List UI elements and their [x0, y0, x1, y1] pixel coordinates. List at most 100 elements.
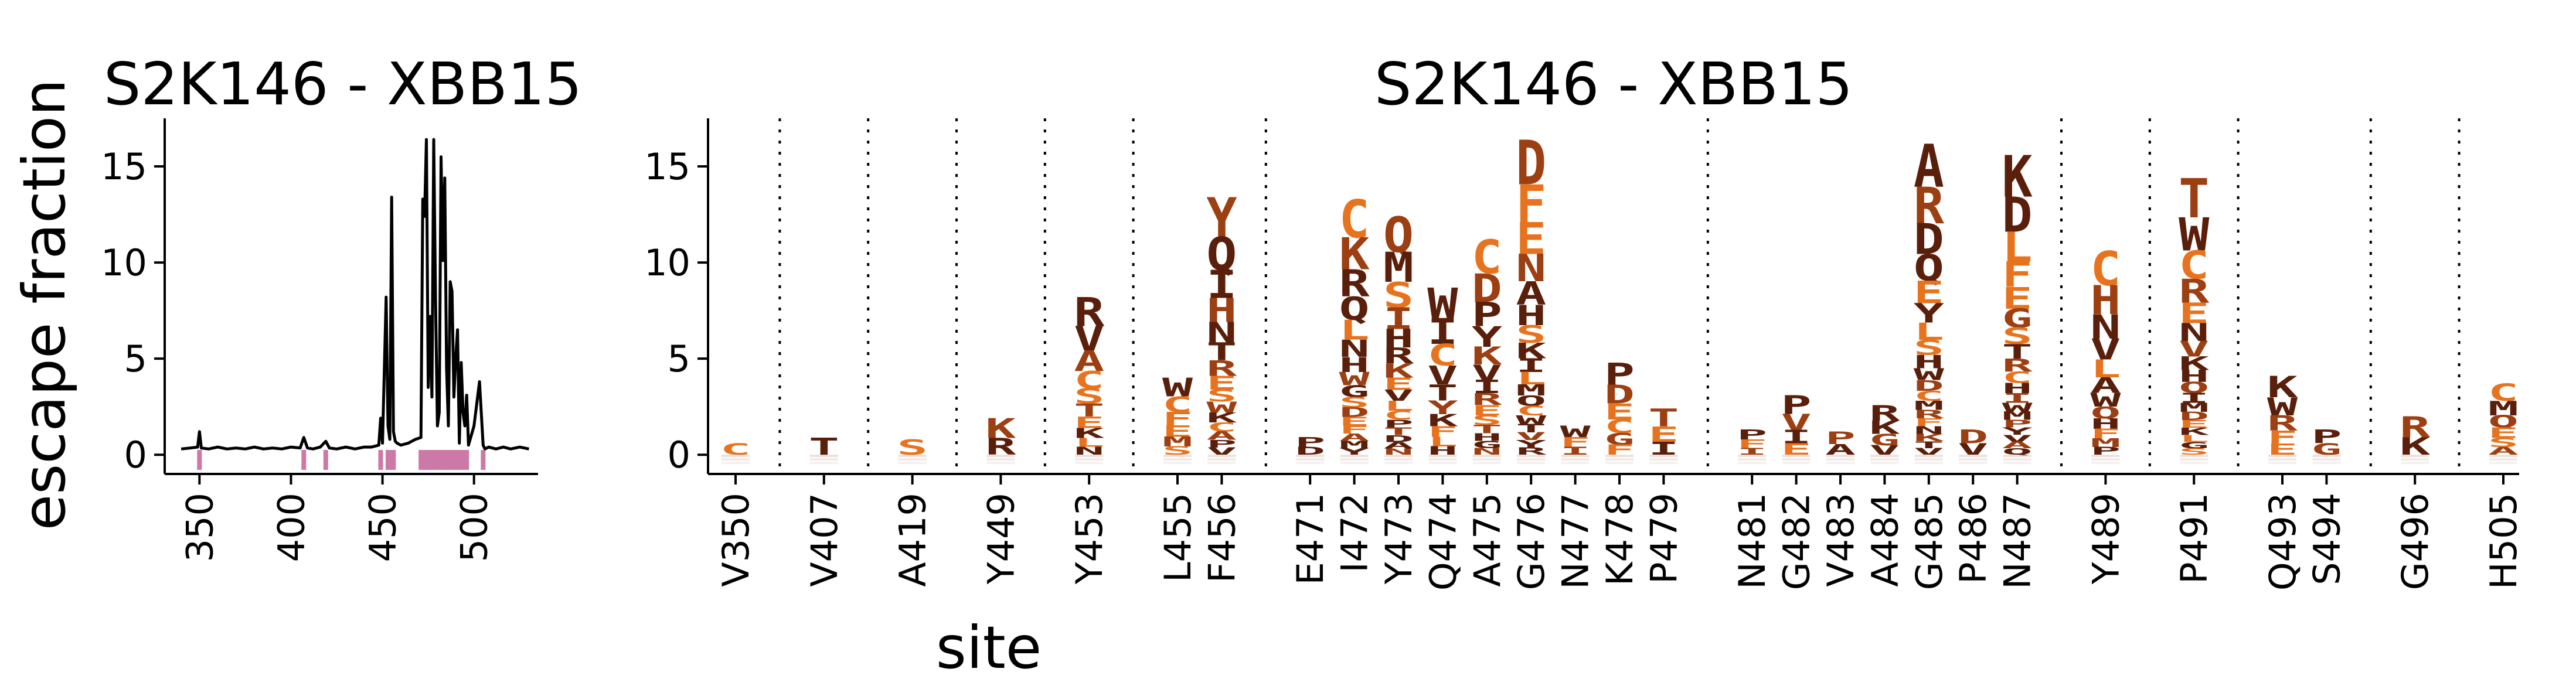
logo-letter: P — [1825, 428, 1856, 448]
logo-letter: T — [1074, 400, 1104, 421]
logo-residual — [2268, 458, 2296, 461]
logo-letter: C — [1516, 403, 1546, 418]
logo-letter: A — [1914, 132, 1944, 201]
logo-residual — [1782, 462, 1811, 465]
logo-letter: P — [1472, 296, 1502, 335]
logo-letter: D — [1472, 266, 1502, 312]
logo-letter: H — [1516, 299, 1546, 332]
logo-residual — [898, 462, 927, 465]
logo-letter: V — [2090, 333, 2121, 366]
logo-residual — [1870, 455, 1899, 458]
site-tick-label: Y473 — [1377, 493, 1420, 585]
logo-letter: N — [1206, 316, 1237, 349]
logo-letter: K — [2267, 370, 2298, 405]
logo-residual — [1340, 458, 1369, 461]
logo-residual — [809, 462, 838, 465]
logo-letter: H — [1427, 444, 1458, 458]
logo-residual — [2003, 455, 2031, 458]
logo-letter: E — [1914, 274, 1944, 311]
logo-letter: I — [2002, 391, 2032, 406]
logo-residual — [2312, 462, 2341, 465]
site-tick-label: S494 — [2305, 493, 2348, 585]
logo-letter: N — [1472, 446, 1502, 457]
logo-letter: T — [2002, 340, 2032, 364]
site-tick-label: N487 — [1996, 493, 2039, 589]
logo-letter: L — [1516, 369, 1546, 389]
logo-letter: I — [1516, 354, 1546, 376]
logo-letter: W — [2179, 209, 2210, 262]
site-tick-label: P479 — [1642, 493, 1685, 584]
logo-letter: K — [1914, 432, 1945, 443]
logo-letter: R — [1383, 343, 1414, 369]
logo-letter: L — [2179, 433, 2209, 444]
logo-letter: K — [1427, 411, 1458, 431]
logo-letter: C — [1604, 416, 1635, 438]
logo-letter: Y — [1206, 187, 1237, 250]
logo-residual — [898, 455, 927, 458]
logo-residual — [1384, 462, 1413, 465]
logo-residual — [1428, 462, 1457, 465]
site-tick-label: Y449 — [979, 493, 1022, 585]
logo-letter: R — [1869, 400, 1900, 425]
logo-letter: M — [1339, 439, 1370, 451]
logo-letter: V — [1074, 320, 1104, 359]
logo-residual — [1340, 455, 1369, 458]
logo-residual — [1075, 462, 1104, 465]
logo-letter: R — [2400, 411, 2431, 444]
logo-letter: I — [1472, 377, 1502, 398]
logo-letter: H — [1339, 353, 1369, 377]
logo-residual — [2268, 462, 2296, 465]
logo-letter: S — [2488, 435, 2519, 450]
logo-residual — [1914, 455, 1943, 458]
logo-letter: P — [1737, 427, 1767, 443]
x-tick-label: 400 — [270, 493, 312, 562]
logo-residual — [1075, 455, 1104, 458]
logo-letter: D — [1914, 377, 1944, 394]
logo-letter: C — [1074, 366, 1104, 394]
logo-letter: Y — [1914, 298, 1945, 329]
logo-letter: K — [1339, 229, 1369, 280]
logo-letter: Q — [1339, 291, 1370, 327]
logo-residual — [1826, 458, 1854, 461]
site-tick-label: A419 — [891, 493, 934, 587]
logo-letter: W — [1560, 423, 1591, 441]
logo-residual — [2312, 458, 2341, 461]
logo-residual — [2091, 455, 2120, 458]
highlight-marker-350 — [197, 450, 202, 470]
logo-residual — [1782, 455, 1811, 458]
logo-letter: E — [1472, 402, 1502, 419]
logo-chart-title: S2K146 - XBB15 — [1374, 50, 1853, 118]
logo-residual — [986, 455, 1015, 458]
site-tick-label: V483 — [1819, 493, 1862, 587]
logo-residual — [2003, 458, 2031, 461]
logo-letter: L — [2090, 355, 2121, 384]
logo-letter: E — [1604, 399, 1635, 425]
logo-letter: I — [1206, 263, 1237, 308]
logo-letter: L — [1339, 315, 1369, 346]
logo-letter: Y — [2002, 425, 2033, 437]
logo-letter: P — [2002, 418, 2033, 430]
logo-residual — [809, 455, 838, 458]
logo-letter: Y — [1339, 446, 1370, 457]
logo-residual — [1340, 462, 1369, 465]
logo-letter: M — [1914, 398, 1944, 413]
logo-letter: C — [2179, 244, 2209, 288]
logo-letter: E — [1206, 373, 1237, 394]
logo-letter: V — [1206, 445, 1237, 457]
logo-letter: E — [1648, 422, 1679, 447]
logo-letter: Q — [1516, 393, 1546, 409]
logo-letter: F — [2267, 427, 2298, 448]
line-chart-ylabel: escape fraction — [10, 79, 79, 531]
logo-letter: N — [1516, 247, 1546, 291]
logo-letter: F — [1560, 435, 1591, 450]
logo-letter: T — [1206, 338, 1237, 366]
logo-letter: S — [1206, 387, 1237, 406]
logo-letter: H — [1383, 324, 1414, 354]
line-chart-y-ticks: 0 5 10 15 — [101, 145, 165, 476]
logo-letter: K — [1472, 342, 1502, 370]
logo-residual — [1649, 462, 1678, 465]
logo-residual — [1517, 462, 1546, 465]
logo-letter: W — [1427, 279, 1458, 328]
logo-letter: F — [1339, 424, 1369, 436]
logo-letter: K — [2179, 353, 2210, 374]
